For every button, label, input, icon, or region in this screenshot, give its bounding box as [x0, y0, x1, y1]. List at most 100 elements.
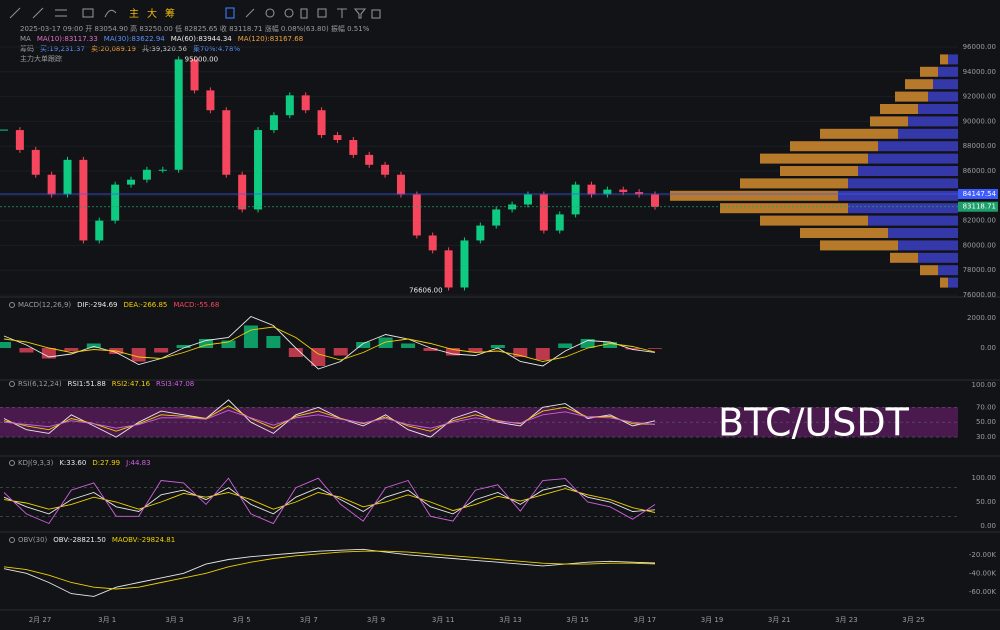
- histogram-bar: [513, 348, 528, 357]
- y-tick-label: 78000.00: [963, 266, 996, 274]
- histogram-bar: [288, 348, 303, 357]
- high-label: 95000.00: [185, 55, 218, 63]
- profile-sell: [918, 252, 958, 263]
- candle: [174, 59, 183, 170]
- readout: J:44.83: [125, 459, 150, 467]
- candle: [63, 159, 72, 195]
- candle: [254, 130, 263, 210]
- histogram-bar: [154, 348, 169, 353]
- tool-text[interactable]: [337, 8, 347, 18]
- histogram-bar: [86, 343, 101, 348]
- tool-filter[interactable]: [353, 8, 367, 19]
- readout: 主力大单跟踪: [20, 54, 62, 63]
- candle: [619, 189, 628, 193]
- profile-buy: [940, 54, 948, 65]
- histogram-bar: [131, 348, 146, 362]
- x-tick-label: 3月 23: [835, 616, 858, 624]
- tool-lock[interactable]: [265, 8, 275, 18]
- candle: [158, 169, 167, 171]
- readout: KDJ(9,3,3): [18, 459, 54, 467]
- profile-sell: [928, 91, 958, 102]
- profile-buy: [880, 104, 918, 114]
- readout: MACD(12,26,9): [18, 301, 71, 309]
- histogram-bar: [535, 348, 550, 360]
- tool-rect[interactable]: [82, 8, 94, 18]
- indicator-line: [3, 488, 656, 513]
- candle: [111, 184, 120, 221]
- profile-sell: [948, 277, 958, 288]
- tool-ray[interactable]: [32, 7, 44, 19]
- x-tick-label: 3月 19: [701, 616, 724, 624]
- x-tick-label: 3月 9: [367, 616, 385, 624]
- y-tick-label: 2000.00: [967, 314, 996, 322]
- profile-buy: [760, 153, 868, 164]
- profile-buy: [740, 178, 848, 189]
- tool-eye[interactable]: [284, 8, 294, 18]
- readout: MA(30):83622.94: [104, 35, 166, 43]
- y-tick-label: -60.00K: [969, 588, 997, 596]
- histogram-bar: [221, 340, 236, 348]
- y-tick-label: 80000.00: [963, 241, 996, 249]
- indicator-line: [3, 477, 656, 525]
- candle: [47, 174, 56, 195]
- profile-buy: [920, 265, 938, 276]
- toolbar-button[interactable]: 主: [129, 8, 139, 20]
- candle: [460, 240, 469, 288]
- tool-magnet[interactable]: [225, 7, 235, 19]
- y-tick-label: 86000.00: [963, 167, 996, 175]
- readout: MACD:-55.68: [173, 301, 219, 309]
- profile-buy: [870, 116, 908, 127]
- x-tick-label: 3月 21: [768, 616, 791, 624]
- readout: MA(60):83944.34: [171, 35, 233, 43]
- indicator-line: [3, 550, 656, 590]
- candle: [285, 95, 294, 116]
- histogram-bar: [41, 348, 56, 359]
- y-tick-label: 76000.00: [963, 291, 996, 299]
- x-tick-label: 3月 17: [634, 616, 657, 624]
- tool-curve[interactable]: [104, 9, 117, 18]
- indicator-line: [3, 405, 656, 432]
- candle: [301, 95, 310, 111]
- bell-icon: [9, 460, 15, 466]
- toolbar-button[interactable]: 筹: [165, 7, 175, 20]
- readout: K:33.60: [59, 459, 86, 467]
- histogram-bar: [64, 348, 79, 351]
- y-tick-label: -40.00K: [969, 569, 997, 577]
- tool-pen[interactable]: [245, 8, 255, 18]
- indicator-line: [3, 326, 656, 362]
- profile-buy: [905, 79, 933, 90]
- indicator-line: [3, 409, 656, 429]
- candle: [651, 194, 659, 207]
- y-tick-label: 50.00: [976, 418, 996, 426]
- x-tick-label: 3月 3: [165, 616, 183, 624]
- profile-sell: [848, 178, 958, 189]
- profile-sell: [848, 203, 958, 214]
- tool-line[interactable]: [9, 7, 21, 19]
- profile-buy: [670, 190, 838, 201]
- candle: [635, 192, 644, 195]
- profile-buy: [820, 128, 898, 139]
- indicator-line: [3, 484, 656, 515]
- candle: [190, 59, 199, 91]
- price-tag-label: 84147.54: [963, 190, 997, 198]
- histogram-bar: [356, 342, 371, 348]
- readout: 卖:20,089.19: [91, 45, 136, 53]
- histogram-bar: [423, 348, 438, 351]
- histogram-bar: [333, 348, 348, 356]
- y-tick-label: 70.00: [976, 403, 996, 411]
- histogram-bar: [176, 345, 191, 348]
- bell-icon: [9, 381, 15, 387]
- histogram-bar: [445, 348, 460, 356]
- histogram-bar: [378, 337, 393, 348]
- y-tick-label: 96000.00: [963, 43, 996, 51]
- tool-delete[interactable]: [371, 9, 381, 19]
- candle: [396, 174, 405, 195]
- tool-copy[interactable]: [317, 8, 327, 18]
- price-tag: [958, 188, 998, 199]
- toolbar-button[interactable]: 大: [147, 7, 157, 20]
- profile-sell: [898, 128, 958, 139]
- readout: RSI3:47.08: [156, 380, 194, 388]
- readout: DEA:-266.85: [124, 301, 168, 309]
- tool-layers[interactable]: [300, 8, 308, 19]
